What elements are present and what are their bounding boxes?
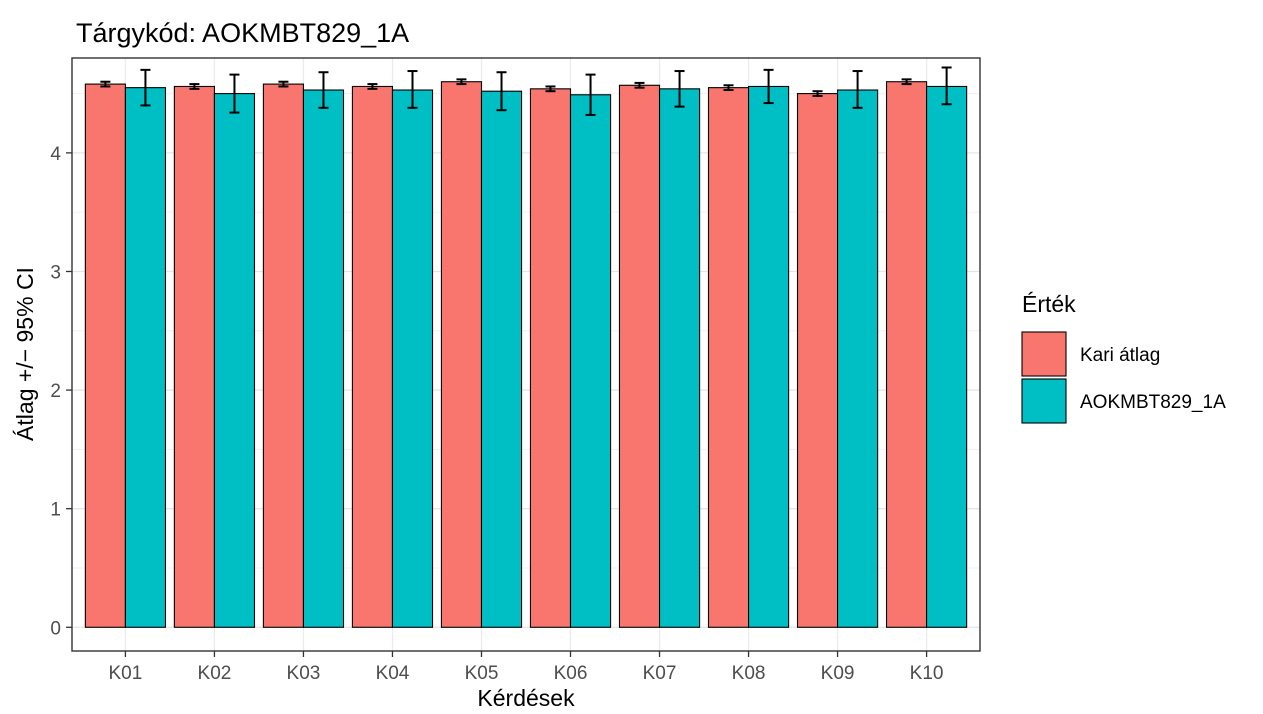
x-tick-label-k03: K03 xyxy=(287,663,321,684)
bar-kari-atlag-k01 xyxy=(84,83,126,628)
bar-kari-atlag-k07 xyxy=(618,84,661,628)
x-tick-label-k04: K04 xyxy=(376,663,410,684)
x-tick-label-k06: K06 xyxy=(554,663,588,684)
bar-kari-atlag-k08 xyxy=(707,87,750,628)
error-bars xyxy=(100,66,952,116)
legend-swatch xyxy=(1021,378,1067,424)
x-tick-label-k10: K10 xyxy=(910,663,944,684)
error-bar-course-k03 xyxy=(318,71,329,109)
y-axis: 0 1 2 3 4 xyxy=(50,144,72,639)
bar-course-k03 xyxy=(302,89,345,628)
legend-item-course: AOKMBT829_1A xyxy=(1021,378,1226,424)
x-axis: K01 K02 K03 K04 K05 K06 K07 K08 K09 K10 xyxy=(109,651,944,684)
bar-course-k02 xyxy=(213,93,256,628)
error-bar-kari-atlag-k03 xyxy=(278,80,289,88)
error-bar-kari-atlag-k07 xyxy=(634,81,645,89)
x-tick-label-k09: K09 xyxy=(821,663,855,684)
panel-border xyxy=(71,57,981,652)
error-bar-kari-atlag-k08 xyxy=(723,84,734,92)
error-bar-course-k02 xyxy=(229,73,240,114)
error-bar-course-k06 xyxy=(585,73,596,116)
error-bar-course-k09 xyxy=(852,70,863,109)
bars xyxy=(84,81,968,628)
error-bar-course-k04 xyxy=(407,70,418,109)
bar-course-k09 xyxy=(837,89,879,628)
bar-course-k08 xyxy=(747,85,790,628)
x-tick-label-k01: K01 xyxy=(109,663,143,684)
x-tick-label-k05: K05 xyxy=(465,663,499,684)
bar-kari-atlag-k10 xyxy=(885,81,928,628)
x-tick-label-k02: K02 xyxy=(198,663,232,684)
bar-kari-atlag-k06 xyxy=(529,88,572,628)
bar-course-k01 xyxy=(124,87,167,628)
bar-kari-atlag-k02 xyxy=(173,85,215,628)
error-bar-kari-atlag-k05 xyxy=(456,78,467,86)
error-bar-course-k01 xyxy=(140,68,151,107)
chart-title: Tárgykód: AOKMBT829_1A xyxy=(76,18,409,48)
bar-kari-atlag-k04 xyxy=(351,85,394,628)
legend-label: AOKMBT829_1A xyxy=(1080,392,1226,413)
bar-course-k04 xyxy=(391,89,434,628)
y-tick-label: 2 xyxy=(50,381,61,402)
y-tick-label: 1 xyxy=(50,500,61,521)
bar-course-k10 xyxy=(926,85,968,628)
y-tick-label: 0 xyxy=(50,618,61,639)
error-bar-kari-atlag-k09 xyxy=(812,90,823,97)
bar-course-k07 xyxy=(658,88,701,628)
y-axis-title: Átlag +/− 95% CI xyxy=(12,267,38,441)
error-bar-kari-atlag-k02 xyxy=(189,83,200,90)
bar-course-k05 xyxy=(480,90,523,628)
error-bar-kari-atlag-k10 xyxy=(901,78,912,86)
bar-kari-atlag-k09 xyxy=(796,93,839,628)
error-bar-course-k10 xyxy=(941,66,952,106)
bar-course-k06 xyxy=(569,94,612,628)
y-tick-label: 3 xyxy=(50,262,61,283)
legend: Érték Kari átlag AOKMBT829_1A xyxy=(1021,291,1226,424)
y-tick-label: 4 xyxy=(50,144,61,165)
error-bar-course-k08 xyxy=(763,68,774,105)
legend-swatch xyxy=(1021,331,1067,377)
x-tick-label-k07: K07 xyxy=(643,663,677,684)
legend-title: Érték xyxy=(1022,291,1076,317)
error-bar-kari-atlag-k04 xyxy=(367,83,378,90)
error-bar-kari-atlag-k06 xyxy=(545,85,556,93)
error-bar-course-k05 xyxy=(496,71,507,112)
legend-item-kari-atlag: Kari átlag xyxy=(1021,331,1160,377)
legend-label: Kari átlag xyxy=(1080,345,1160,366)
error-bar-course-k07 xyxy=(674,70,685,108)
bar-kari-atlag-k05 xyxy=(440,81,483,628)
x-axis-title: Kérdések xyxy=(477,685,575,711)
bar-kari-atlag-k03 xyxy=(262,83,305,628)
x-tick-label-k08: K08 xyxy=(732,663,766,684)
legend-items: Kari átlag AOKMBT829_1A xyxy=(1021,331,1226,424)
error-bar-kari-atlag-k01 xyxy=(100,80,111,88)
